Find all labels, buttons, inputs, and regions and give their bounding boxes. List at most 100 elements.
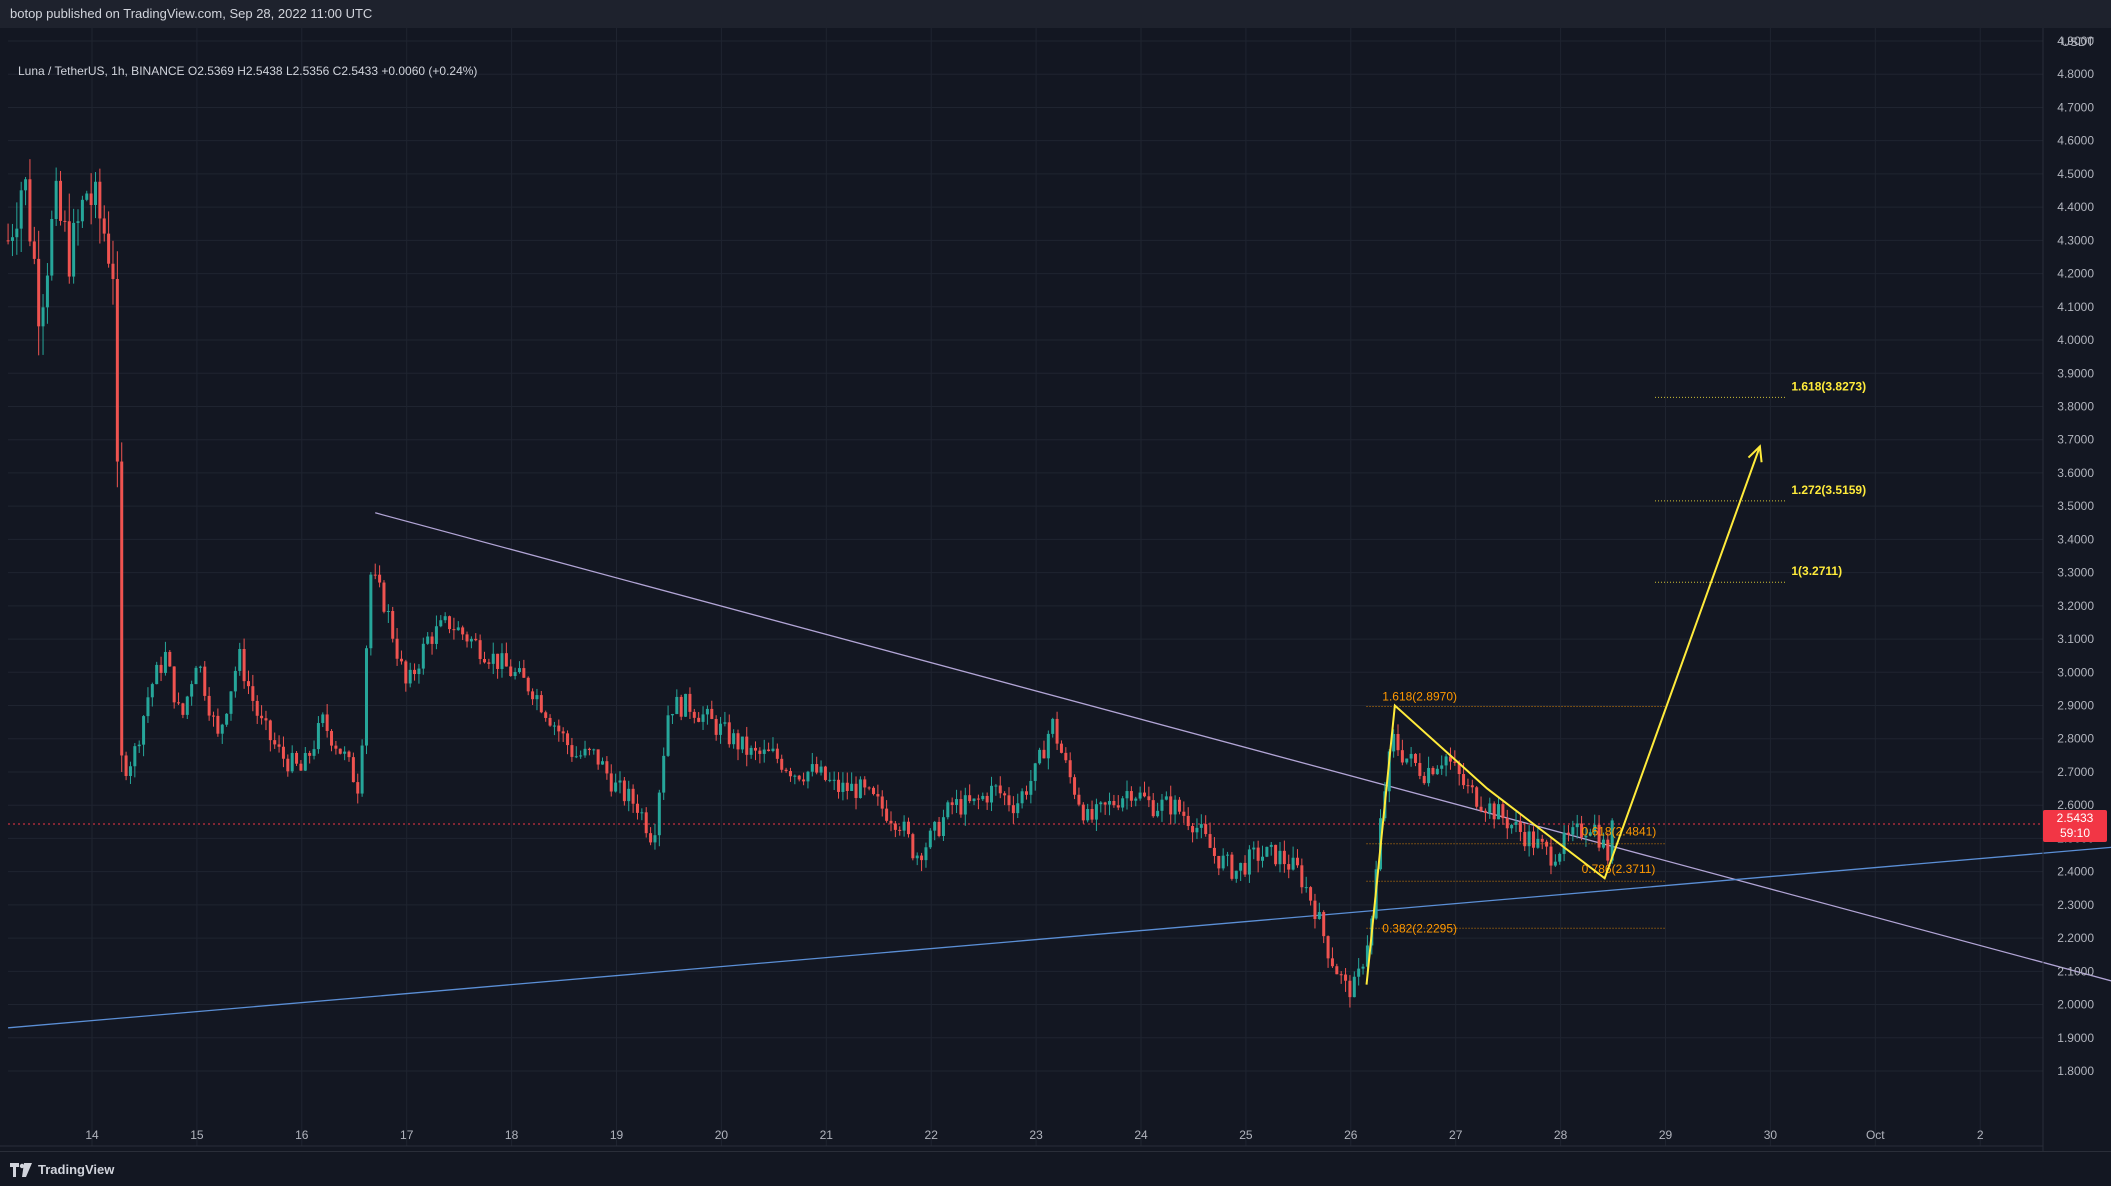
candle-body <box>194 667 198 685</box>
candle-body <box>767 749 771 752</box>
candle-body <box>330 730 334 746</box>
candle-body <box>688 693 692 712</box>
candle-body <box>889 820 893 824</box>
candle-body <box>1121 798 1125 808</box>
candle-body <box>1142 792 1146 797</box>
candle-body <box>1523 831 1527 847</box>
y-tick-label: 3.4000 <box>2057 532 2094 546</box>
price-chart[interactable]: 1.618(2.8970) 0.618(2.4841) 0.786(2.3711) 0… <box>0 28 2111 1151</box>
candle-body <box>334 745 338 749</box>
candle-body <box>535 695 539 700</box>
candle-body <box>1029 780 1033 795</box>
y-tick-label: 3.0000 <box>2057 665 2094 679</box>
candle-body <box>566 733 570 746</box>
chart-area[interactable]: 1.618(2.8970) 0.618(2.4841) 0.786(2.3711) 0… <box>0 28 2111 1151</box>
candle-body <box>1348 980 1352 998</box>
x-tick-label: 27 <box>1449 1128 1463 1142</box>
candle-body <box>880 796 884 809</box>
candle-body <box>229 691 233 714</box>
candle-body <box>841 782 845 792</box>
candle-body <box>1427 767 1431 784</box>
candle-body <box>1151 800 1155 817</box>
candle-body <box>142 716 146 745</box>
candle-body <box>273 740 277 745</box>
candle-body <box>1011 805 1015 814</box>
candle-body <box>102 218 106 234</box>
candle-body <box>1239 862 1243 871</box>
candle-body <box>972 798 976 802</box>
y-tick-label: 1.8000 <box>2057 1064 2094 1078</box>
candle-body <box>1553 861 1557 866</box>
tradingview-logo[interactable]: TradingView <box>10 1162 114 1177</box>
candle-body <box>1086 809 1090 821</box>
candle-body <box>1431 767 1435 775</box>
candle-body <box>1059 743 1063 753</box>
candle-body <box>1497 804 1501 820</box>
candle-body <box>321 714 325 724</box>
candle-body <box>1199 824 1203 828</box>
candle-body <box>439 620 443 627</box>
candle-body <box>561 731 565 734</box>
candle-body <box>1444 756 1448 766</box>
candle-body <box>487 662 491 664</box>
candle-body <box>483 658 487 663</box>
y-tick-label: 4.4000 <box>2057 200 2094 214</box>
ascending-trendline <box>8 846 2111 1029</box>
candle-body <box>1571 827 1575 835</box>
candle-body <box>1540 838 1544 842</box>
y-tick-label: 3.7000 <box>2057 433 2094 447</box>
candle-body <box>753 747 757 751</box>
candle-body <box>163 651 167 673</box>
candle-body <box>299 763 303 771</box>
candle-body <box>24 179 28 191</box>
candle-body <box>845 782 849 791</box>
candle-body <box>93 181 97 205</box>
candle-body <box>832 779 836 781</box>
candle-body <box>338 748 342 754</box>
candle-body <box>1335 966 1339 975</box>
candle-body <box>1287 864 1291 870</box>
candle-body <box>653 835 657 843</box>
candle-body <box>627 788 631 802</box>
candle-body <box>1247 849 1251 875</box>
candle-body <box>601 761 605 765</box>
candle-body <box>902 821 906 831</box>
candle-body <box>587 748 591 751</box>
candle-body <box>303 752 307 771</box>
candle-body <box>941 817 945 836</box>
fib-levels: 1.618(2.8970) 0.618(2.4841) 0.786(2.3711) 0… <box>1366 379 1866 935</box>
candle-body <box>260 715 264 719</box>
candle-body <box>666 715 670 756</box>
candle-body <box>985 795 989 803</box>
candle-body <box>1409 753 1413 759</box>
candle-body <box>1488 803 1492 813</box>
candle-body <box>1204 824 1208 835</box>
candle-body <box>784 769 788 772</box>
y-tick-label: 4.1000 <box>2057 300 2094 314</box>
candle-body <box>98 181 102 219</box>
candle-body <box>443 616 447 621</box>
symbol-legend[interactable]: Luna / TetherUS, 1h, BINANCE O2.5369 H2.… <box>18 64 478 78</box>
candle-body <box>933 821 937 831</box>
candle-body <box>1492 803 1496 820</box>
candle-body <box>1448 756 1452 762</box>
candle-body <box>461 627 465 635</box>
candle-body <box>1309 887 1313 901</box>
candle-body <box>1418 762 1422 776</box>
published-info: botop published on TradingView.com, Sep … <box>10 6 373 21</box>
y-tick-label: 3.9000 <box>2057 366 2094 380</box>
candle-body <box>500 653 504 669</box>
candles <box>6 159 1614 1008</box>
candle-body <box>312 749 316 756</box>
candle-body <box>1046 733 1050 759</box>
candle-body <box>657 792 661 836</box>
candle-body <box>1138 792 1142 799</box>
candle-body <box>448 616 452 630</box>
candle-body <box>1501 804 1505 819</box>
descending-trendline <box>375 512 2111 982</box>
candle-body <box>373 574 377 576</box>
candle-body <box>1344 974 1348 981</box>
candle-body <box>159 664 163 673</box>
candle-body <box>1226 854 1230 856</box>
tradingview-icon <box>10 1162 32 1177</box>
